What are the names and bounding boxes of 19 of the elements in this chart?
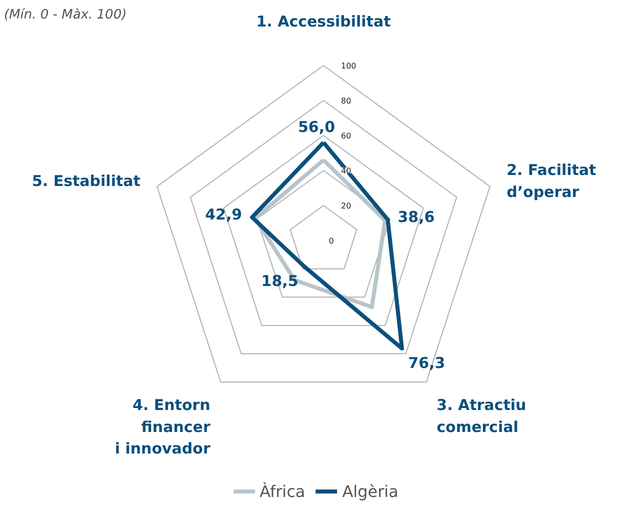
y-tick-label: 100 bbox=[341, 62, 356, 70]
spoke-label: 1. Accessibilitat bbox=[256, 12, 391, 30]
data-label: 76,3 bbox=[408, 354, 446, 372]
data-label: 56,0 bbox=[298, 118, 336, 136]
legend-label: Àfrica bbox=[260, 482, 306, 500]
spoke-label: 5. Estabilitat bbox=[32, 172, 140, 190]
y-tick-label: 20 bbox=[341, 202, 352, 210]
data-label: 18,5 bbox=[261, 272, 298, 290]
chart-subtitle: (Mín. 0 - Màx. 100) bbox=[4, 8, 127, 22]
data-label: 38,6 bbox=[398, 208, 435, 226]
spoke-label: 4. Entorn financer i innovador bbox=[114, 396, 211, 458]
spoke-label: 3. Atractiu comercial bbox=[436, 396, 526, 436]
y-tick-label: 60 bbox=[341, 132, 352, 140]
legend-label: Algèria bbox=[342, 482, 398, 500]
y-tick-label: 80 bbox=[341, 96, 352, 106]
spoke-label: 2. Facilitat d’operar bbox=[506, 161, 596, 201]
y-tick-label: 40 bbox=[341, 166, 352, 176]
data-label: 42,9 bbox=[205, 206, 242, 224]
y-tick-label: 0 bbox=[328, 236, 334, 246]
